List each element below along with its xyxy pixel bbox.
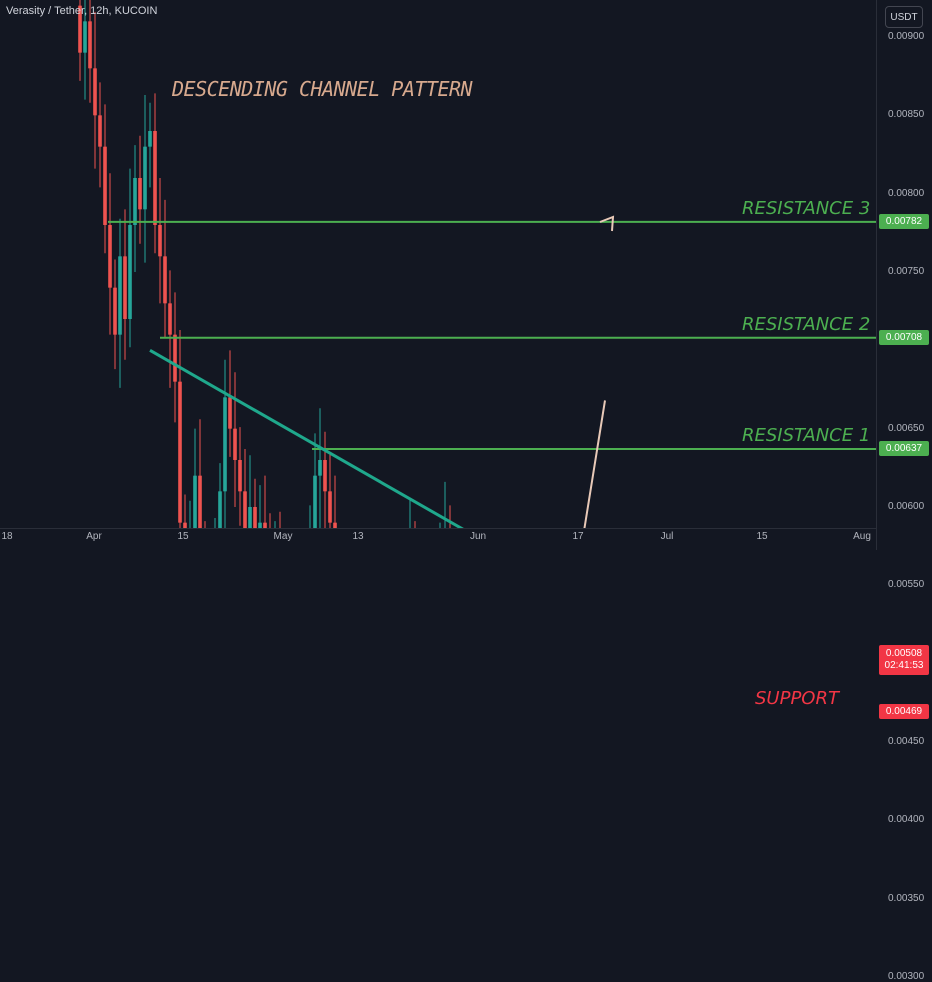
candle	[238, 460, 242, 492]
projection-arrowhead	[599, 215, 615, 232]
candle	[98, 115, 102, 147]
time-tick-label: Jul	[660, 531, 674, 542]
candle	[223, 397, 227, 492]
candle	[153, 131, 157, 225]
candle	[83, 21, 87, 53]
candle	[318, 460, 322, 476]
candle	[163, 256, 167, 304]
pattern-title-annotation: DESCENDING CHANNEL PATTERN	[172, 77, 473, 101]
price-level-badge: 0.00469	[879, 704, 929, 720]
price-tick-label: 0.00300	[888, 971, 925, 982]
price-tick-label: 0.00400	[888, 814, 925, 826]
time-tick-label: 15	[177, 531, 189, 542]
price-tick-label: 0.00850	[888, 109, 925, 121]
time-tick-label: 15	[756, 531, 768, 542]
candle	[193, 475, 197, 539]
candle	[78, 5, 82, 53]
candle	[253, 507, 257, 554]
time-tick-label: 13	[352, 531, 364, 542]
candle	[233, 428, 237, 460]
time-tick-label: Jun	[469, 531, 487, 542]
last-price-value: 0.00508	[885, 648, 923, 660]
price-tick-label: 0.00650	[888, 422, 925, 434]
price-level-badge: 0.00782	[879, 213, 929, 229]
channel-upper-line	[149, 349, 554, 582]
price-tick-label: 0.00800	[888, 187, 925, 199]
candle	[138, 178, 142, 210]
candle	[103, 146, 107, 225]
candle	[93, 68, 97, 116]
candle	[198, 475, 202, 554]
symbol-title: Verasity / Tether, 12h, KUCOIN	[6, 5, 158, 17]
level-label-resistance-1: RESISTANCE 1	[742, 425, 871, 447]
candle	[148, 131, 152, 147]
time-tick-label: May	[273, 531, 293, 542]
candle	[123, 256, 127, 319]
candle	[168, 303, 172, 335]
candle	[133, 178, 137, 225]
price-tick-label: 0.00550	[888, 579, 925, 591]
price-axis[interactable]	[876, 0, 932, 550]
candle	[248, 507, 252, 539]
time-tick-label: Apr	[86, 531, 102, 542]
price-tick-label: 0.00750	[888, 266, 925, 277]
projection-path	[455, 400, 606, 713]
time-tick-label: 17	[572, 531, 584, 542]
candle	[243, 491, 247, 539]
bar-countdown: 02:41:53	[884, 660, 924, 672]
candle	[173, 334, 177, 382]
candle	[108, 225, 112, 288]
candle	[88, 21, 92, 69]
candle	[313, 475, 317, 539]
currency-button[interactable]: USDT	[885, 6, 923, 28]
level-label-resistance-3: RESISTANCE 3	[742, 197, 871, 219]
price-level-badge: 0.00637	[879, 441, 929, 457]
candle	[158, 225, 162, 257]
candle	[323, 460, 327, 492]
candle	[218, 491, 222, 570]
candle	[143, 146, 147, 210]
price-tick-label: 0.00900	[888, 31, 925, 42]
level-label-resistance-2: RESISTANCE 2	[742, 313, 871, 335]
price-tick-label: 0.00600	[888, 501, 925, 512]
candle	[328, 491, 332, 523]
time-tick-label: Aug	[853, 531, 871, 542]
candle	[118, 256, 122, 335]
time-tick-label: 18	[1, 531, 13, 542]
candle	[128, 225, 132, 319]
candle	[178, 381, 182, 523]
candle	[113, 287, 117, 335]
candle	[228, 397, 232, 429]
price-tick-label: 0.00450	[888, 736, 925, 747]
price-tick-label: 0.00350	[888, 892, 925, 904]
time-axis[interactable]	[0, 528, 876, 550]
last-price-badge: 0.00508 02:41:53	[879, 645, 929, 676]
level-label-support: SUPPORT	[755, 688, 839, 710]
price-level-badge: 0.00708	[879, 329, 929, 345]
